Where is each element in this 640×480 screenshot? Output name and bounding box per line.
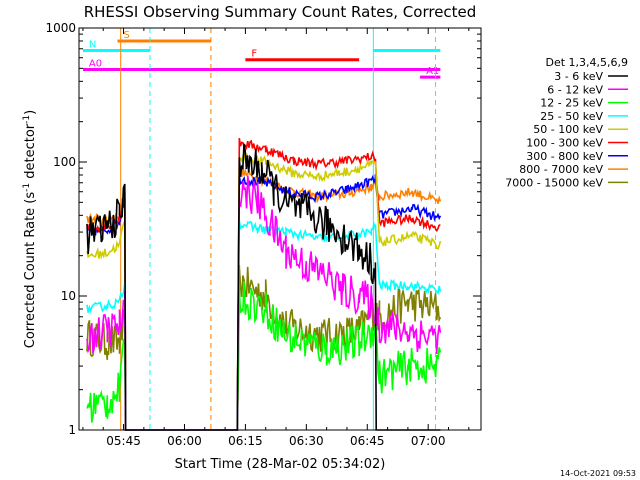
chart-title: RHESSI Observing Summary Count Rates, Co… bbox=[84, 3, 477, 21]
y-axis-label-exp1: -1 bbox=[22, 183, 32, 192]
footer-timestamp: 14-Oct-2021 09:53 bbox=[560, 469, 636, 478]
flags-layer: S N F A0 A1 bbox=[82, 30, 441, 79]
flag-label: N bbox=[89, 39, 96, 50]
vertical-markers bbox=[120, 28, 437, 430]
x-tick-label: 06:00 bbox=[167, 434, 202, 448]
flag-label: A0 bbox=[89, 59, 102, 70]
y-axis-label: Corrected Count Rate (s-1 detector-1) bbox=[22, 110, 38, 348]
legend-entry: 300 - 800 keV bbox=[526, 150, 603, 163]
x-tick-label: 07:00 bbox=[411, 434, 446, 448]
y-tick-label: 1000 bbox=[45, 21, 76, 35]
y-axis-label-main: Corrected Count Rate (s bbox=[23, 192, 38, 349]
x-tick-label: 06:45 bbox=[350, 434, 385, 448]
y-tick-label: 10 bbox=[61, 289, 76, 303]
flag-label: F bbox=[251, 49, 257, 60]
legend-entry: 50 - 100 keV bbox=[533, 123, 603, 136]
x-axis-label: Start Time (28-Mar-02 05:34:02) bbox=[175, 457, 386, 472]
x-tick-label: 05:45 bbox=[106, 434, 141, 448]
legend-entry: 25 - 50 keV bbox=[540, 110, 603, 123]
y-axis-label-exp2: -1 bbox=[22, 115, 32, 124]
x-tick-label: 06:30 bbox=[289, 434, 324, 448]
legend-entry: 100 - 300 keV bbox=[526, 137, 603, 150]
legend-entry: 800 - 7000 keV bbox=[519, 163, 603, 176]
x-axis: 05:45 06:00 06:15 06:30 06:45 07:00 bbox=[82, 28, 470, 448]
legend-entry: 3 - 6 keV bbox=[554, 70, 603, 83]
legend-entry: 12 - 25 keV bbox=[540, 97, 603, 110]
y-tick-label: 100 bbox=[53, 155, 76, 169]
legend-entry: 7000 - 15000 keV bbox=[505, 176, 603, 189]
y-axis-label-end: ) bbox=[23, 110, 38, 115]
flag-label: S bbox=[123, 30, 129, 41]
y-tick-label: 1 bbox=[68, 423, 76, 437]
y-axis: 1 10 100 1000 bbox=[45, 21, 481, 437]
plot-frame bbox=[78, 27, 482, 431]
legend-title: Det 1,3,4,5,6,9 bbox=[545, 56, 628, 69]
y-axis-label-mid: detector bbox=[23, 123, 38, 183]
flag-label: A1 bbox=[426, 66, 439, 77]
x-tick-label: 06:15 bbox=[228, 434, 263, 448]
legend-entry: 6 - 12 keV bbox=[547, 83, 603, 96]
plot-area bbox=[86, 137, 442, 431]
